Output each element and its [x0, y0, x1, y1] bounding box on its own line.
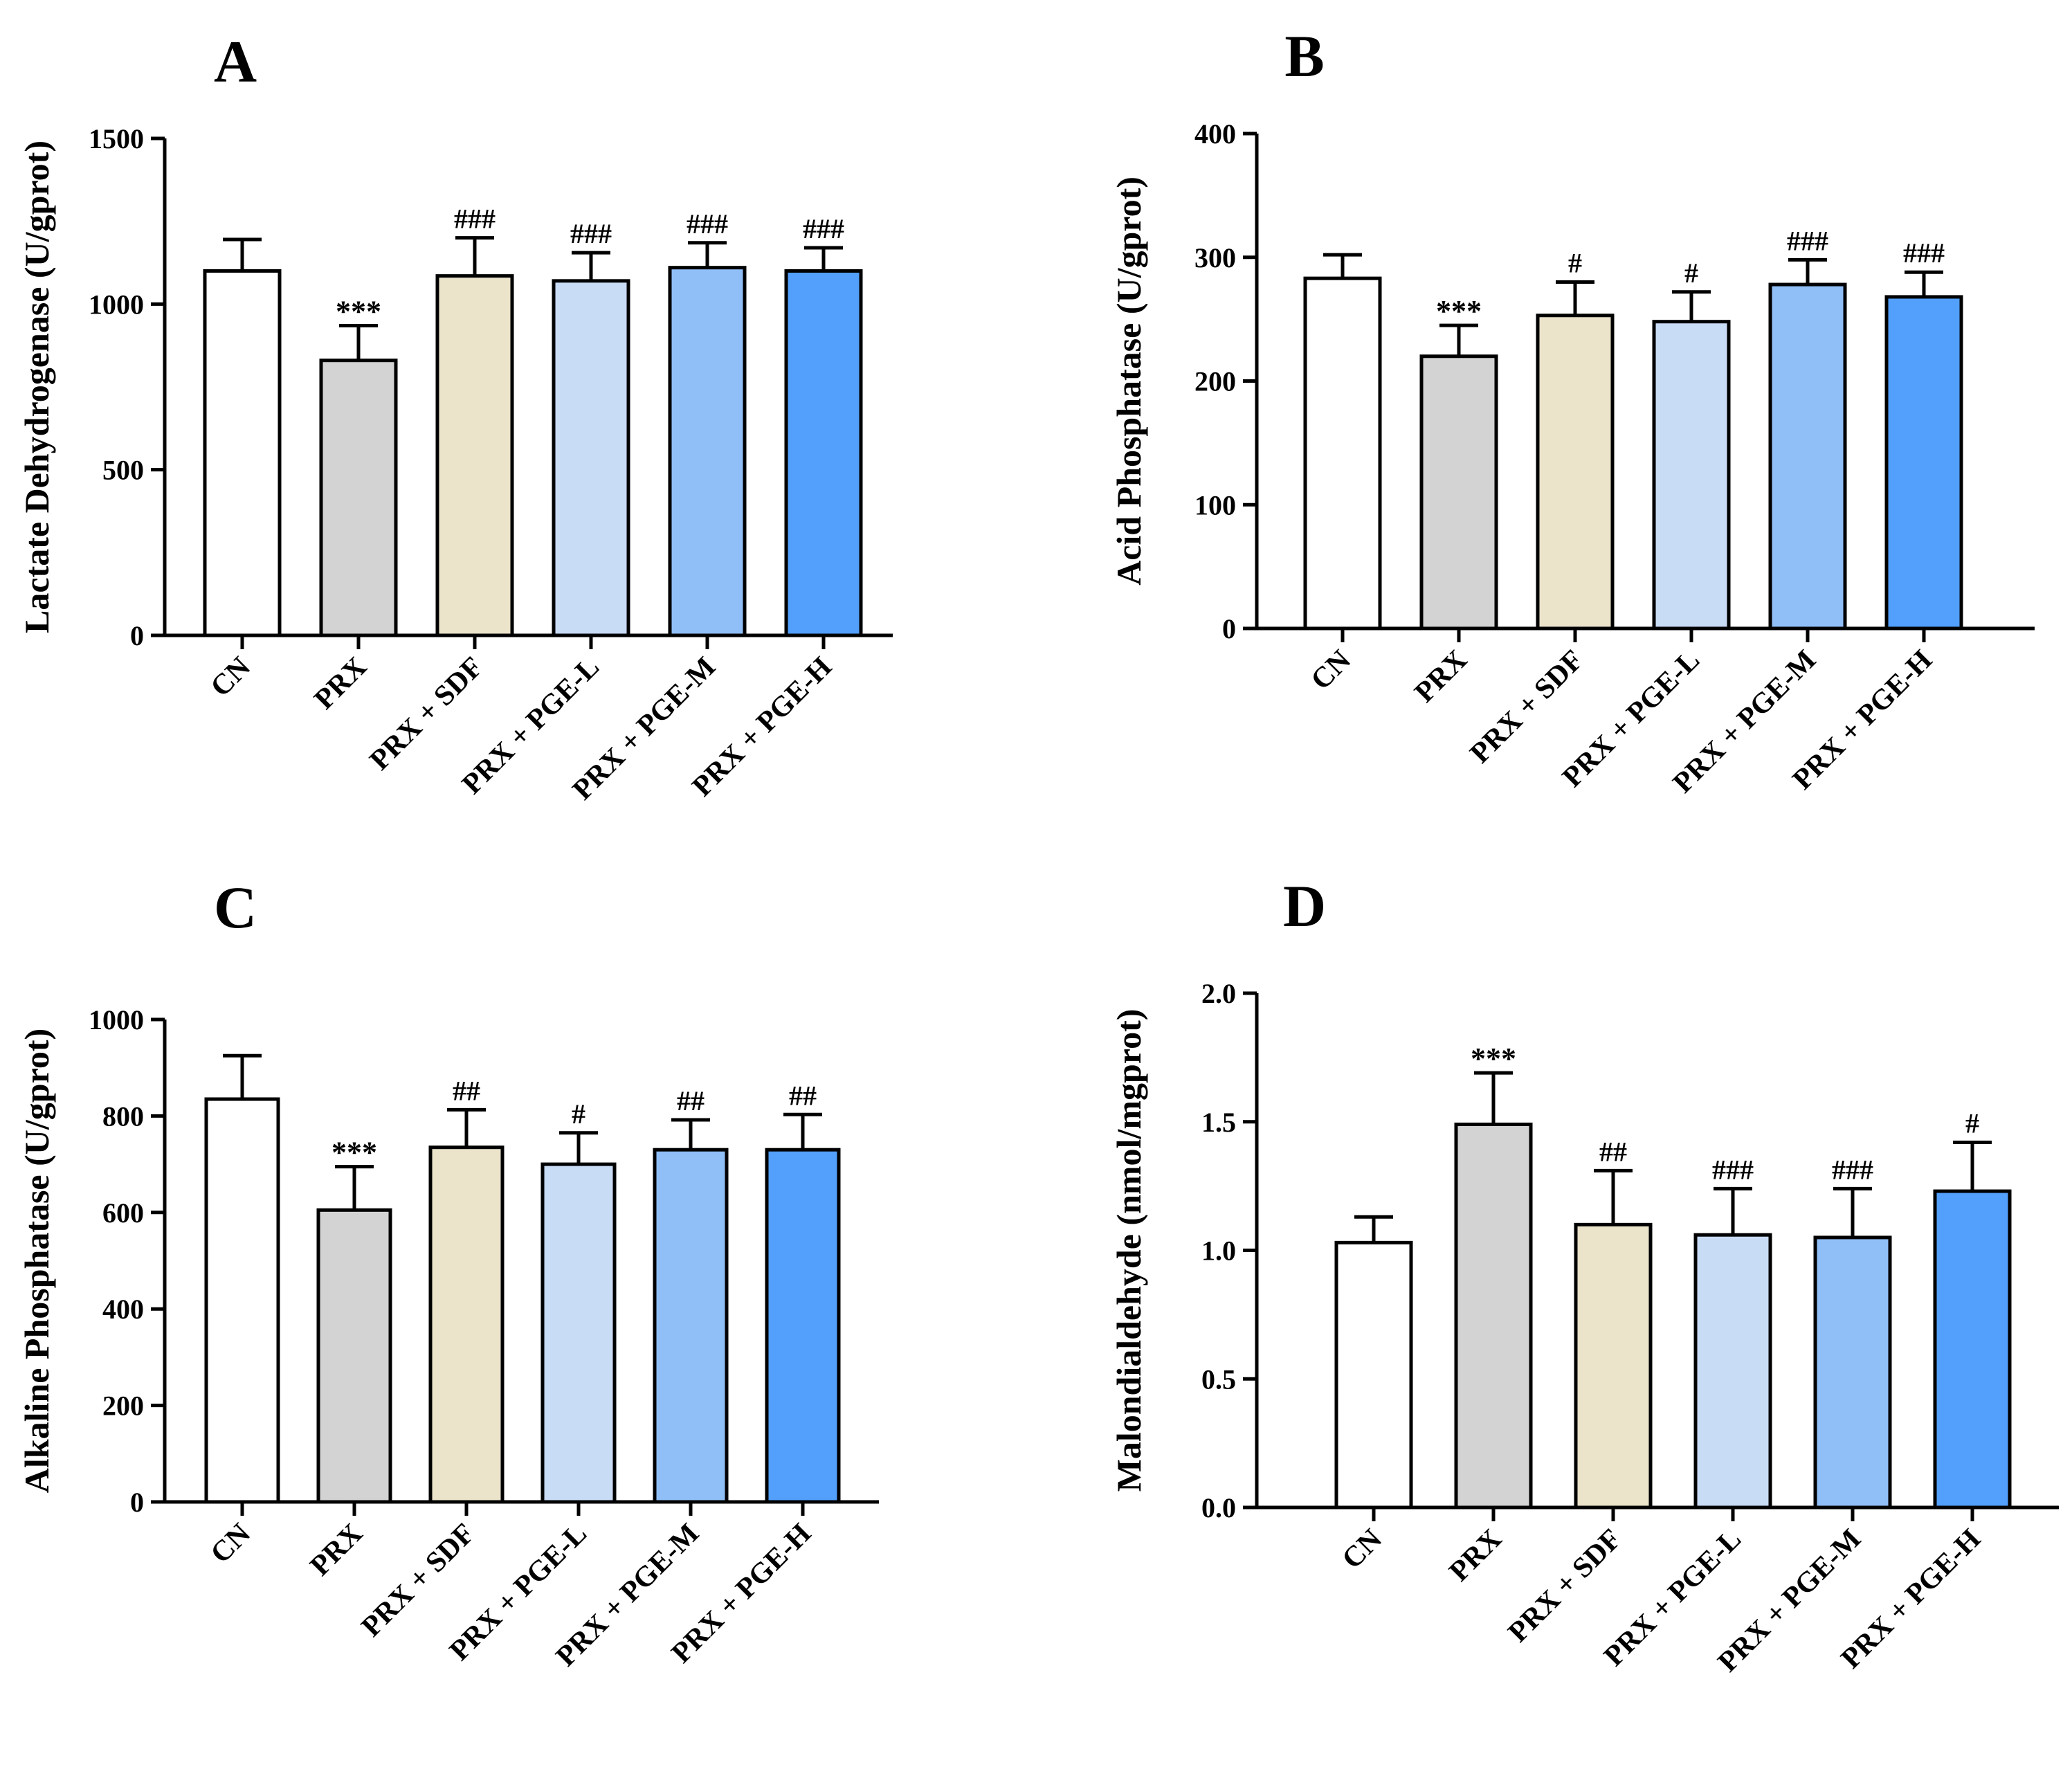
bar-cn — [203, 269, 282, 637]
bar-prx-pge-l — [540, 1162, 617, 1504]
significance-label: ### — [454, 203, 496, 235]
significance-label: ## — [453, 1075, 480, 1106]
chart-panel-a: A 0 500 1000 1500 Lactate Dehydrogenase (U/gp… — [17, 28, 893, 806]
x-tick-label: PRX — [309, 651, 374, 716]
x-tick-label: PRX — [1409, 644, 1474, 709]
chart-panel-c: C 0 200 400 600 800 1000 Alkaline Phosphatase (… — [17, 874, 879, 1673]
x-tick-label: PRX — [1444, 1523, 1509, 1588]
significance-label: ### — [1787, 225, 1828, 256]
y-tick-label: 0.0 — [1201, 1492, 1236, 1523]
y-tick-label: 1.5 — [1201, 1107, 1236, 1138]
significance-label: ### — [1712, 1154, 1754, 1185]
bar-prx — [319, 359, 398, 637]
y-tick-label: 500 — [102, 455, 144, 486]
bar-prx-pge-m — [668, 266, 747, 637]
bar-prx-sdf — [428, 1145, 505, 1504]
bar-prx-pge-h — [1884, 295, 1963, 631]
y-tick-label: 0 — [1222, 613, 1236, 644]
panel-letter: A — [214, 28, 257, 95]
bar-prx-pge-l — [1693, 1233, 1772, 1510]
significance-label: # — [1965, 1107, 1979, 1139]
significance-label: ### — [687, 208, 728, 239]
x-tick-label: CN — [1336, 1523, 1388, 1575]
bar-cn — [1303, 276, 1382, 631]
bar-prx-pge-h — [784, 269, 863, 637]
y-axis-label: Lactate Dehydrogenase (U/gprot) — [17, 141, 56, 633]
significance-label: *** — [1471, 1042, 1516, 1076]
bar-prx-pge-m — [653, 1148, 729, 1504]
significance-label: ## — [677, 1085, 705, 1116]
y-tick-label: 0 — [130, 620, 144, 651]
x-tick-label: PRX + SDF — [1502, 1523, 1628, 1649]
bar-prx — [316, 1208, 392, 1504]
chart-panel-b: B 0 100 200 300 400 Acid Phosphatase (U/gprot)… — [1109, 23, 2035, 799]
y-axis-label: Alkaline Phosphatase (U/gprot) — [17, 1029, 56, 1493]
panel-letter: C — [214, 874, 257, 941]
x-tick-label: PRX — [305, 1518, 370, 1583]
panel-letter: D — [1283, 873, 1326, 939]
y-axis-label: Acid Phosphatase (U/gprot) — [1109, 176, 1148, 586]
significance-label: ### — [1832, 1154, 1873, 1185]
bar-prx-sdf — [1574, 1222, 1653, 1510]
y-tick-label: 1500 — [89, 123, 144, 154]
y-tick-label: 100 — [1194, 489, 1236, 520]
bar-prx — [1419, 354, 1498, 631]
y-tick-label: 800 — [102, 1100, 144, 1132]
y-tick-label: 200 — [1194, 366, 1236, 397]
significance-label: *** — [1436, 294, 1482, 328]
bar-cn — [204, 1097, 280, 1504]
bar-prx-pge-h — [765, 1148, 841, 1504]
y-tick-label: 2.0 — [1201, 978, 1236, 1009]
significance-label: # — [1684, 257, 1698, 289]
chart-panel-d: D 0.0 0.5 1.0 1.5 2.0 Malondialdehyde (nmol/mg… — [1109, 873, 2059, 1678]
bar-prx-pge-l — [552, 279, 630, 637]
bar-prx-pge-m — [1813, 1235, 1892, 1510]
x-tick-label: PRX + SDF — [356, 1518, 481, 1643]
significance-label: ### — [570, 218, 612, 249]
y-tick-label: 400 — [102, 1294, 144, 1325]
x-tick-label: PRX + SDF — [1464, 644, 1590, 770]
significance-label: # — [572, 1098, 585, 1130]
y-tick-label: 300 — [1194, 242, 1236, 273]
bar-prx-pge-m — [1768, 282, 1847, 631]
x-tick-label: CN — [205, 651, 257, 703]
y-tick-label: 1000 — [89, 1004, 144, 1035]
y-tick-label: 1.0 — [1201, 1235, 1236, 1267]
y-tick-label: 0.5 — [1201, 1363, 1236, 1395]
significance-label: ## — [1599, 1136, 1627, 1167]
significance-label: *** — [336, 294, 381, 328]
y-tick-label: 0 — [130, 1487, 144, 1518]
panel-letter: B — [1284, 23, 1324, 89]
y-tick-label: 400 — [1194, 118, 1236, 149]
bar-prx-pge-h — [1933, 1189, 2012, 1510]
bar-prx-sdf — [1536, 314, 1615, 631]
y-tick-label: 600 — [102, 1197, 144, 1229]
bar-prx — [1454, 1122, 1533, 1510]
y-axis-label: Malondialdehyde (nmol/mgprot) — [1109, 1009, 1148, 1492]
x-tick-label: CN — [1305, 644, 1357, 696]
y-tick-label: 200 — [102, 1390, 144, 1422]
significance-label: # — [1568, 248, 1582, 279]
x-tick-label: PRX + SDF — [364, 651, 489, 777]
x-tick-label: CN — [205, 1518, 257, 1570]
bar-cn — [1334, 1240, 1413, 1510]
significance-label: ### — [1903, 237, 1945, 269]
y-tick-label: 1000 — [89, 289, 144, 320]
significance-label: *** — [331, 1136, 377, 1170]
significance-label: ## — [789, 1080, 817, 1111]
significance-label: ### — [803, 213, 844, 244]
bar-prx-pge-l — [1652, 320, 1731, 631]
bar-prx-sdf — [435, 274, 514, 637]
